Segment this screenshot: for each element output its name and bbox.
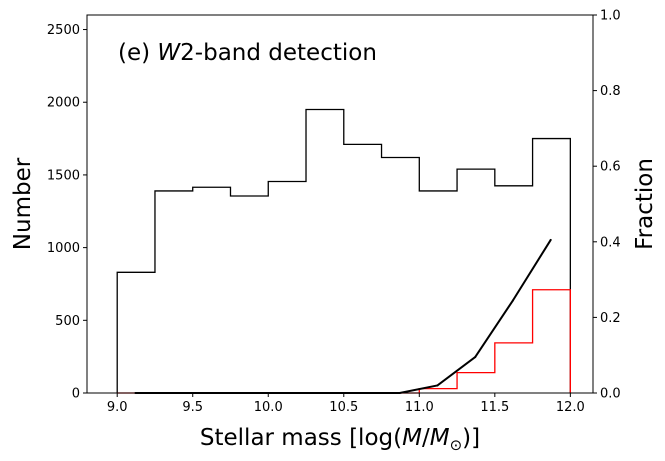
bar-w2-8 [419, 389, 457, 393]
y-tick-label-left: 1000 [47, 241, 80, 256]
fraction-point-10 [511, 299, 514, 302]
y-tick-label-left: 2000 [47, 96, 80, 111]
bar-all-2 [193, 187, 231, 393]
x-tick-label: 11.5 [480, 400, 509, 415]
y-tick-label-right: 0.0 [600, 387, 621, 402]
x-tick-label: 9.5 [182, 400, 203, 415]
y-tick-label-right: 0.4 [600, 235, 621, 250]
x-tick-label: 9.0 [107, 400, 128, 415]
bar-all-5 [306, 110, 344, 394]
bar-w2-11 [533, 290, 571, 393]
plot-frame [86, 14, 594, 394]
histogram-all-galaxies [116, 108, 571, 393]
bar-all-6 [344, 144, 382, 393]
x-tick-label: 12.0 [556, 400, 585, 415]
bar-all-3 [230, 196, 268, 393]
y-tick-label-left: 2500 [47, 23, 80, 38]
y-axis-right: 0.0 0.2 0.4 0.6 0.8 1.0 [593, 9, 621, 402]
x-axis: 9.0 9.5 10.0 10.5 11.0 11.5 12.0 [107, 393, 585, 415]
fraction-point-11 [549, 238, 552, 241]
x-tick-label: 10.0 [254, 400, 283, 415]
y-tick-label-left: 0 [72, 387, 80, 402]
bar-all-1 [155, 191, 193, 393]
y-tick-label-left: 1500 [47, 168, 80, 183]
y-tick-label-right: 1.0 [600, 9, 621, 24]
bar-w2-9 [457, 373, 495, 393]
bar-all-7 [382, 157, 420, 393]
x-axis-title: Stellar mass [log(M/M⊙)] [200, 425, 480, 454]
bar-all-4 [268, 181, 306, 393]
y-tick-label-right: 0.6 [600, 160, 621, 175]
y-axis-left: 0 500 1000 1500 2000 2500 [47, 23, 87, 402]
bar-all-8 [419, 191, 457, 393]
y-tick-label-left: 500 [55, 314, 80, 329]
bar-all-9 [457, 169, 495, 393]
fraction-point-9 [474, 356, 477, 359]
x-tick-label: 11.0 [405, 400, 434, 415]
x-tick-label: 10.5 [329, 400, 358, 415]
bar-w2-10 [495, 343, 533, 393]
y-tick-label-right: 0.8 [600, 84, 621, 99]
bar-all-0 [117, 272, 155, 393]
y-axis-title-left: Number [10, 157, 36, 250]
chart-title: (e) W2-band detection [118, 40, 377, 66]
y-axis-title-right: Fraction [632, 158, 658, 250]
plot-area [116, 108, 571, 394]
y-tick-label-right: 0.2 [600, 311, 621, 326]
fraction-point-8 [436, 384, 439, 387]
